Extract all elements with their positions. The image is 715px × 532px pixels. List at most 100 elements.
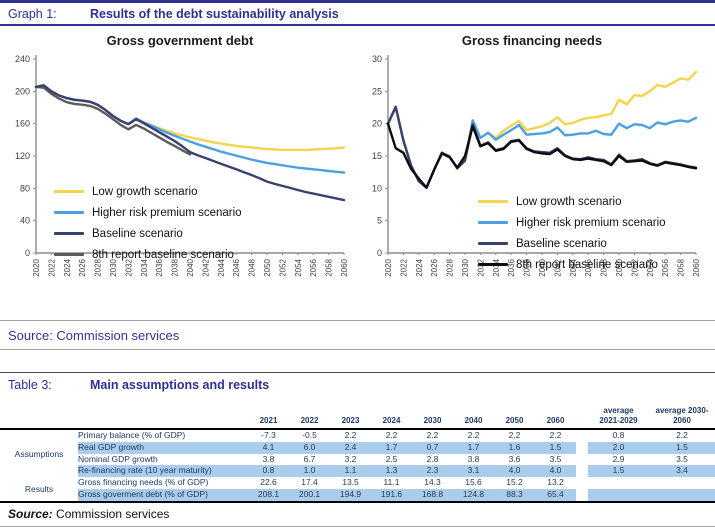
table-cell: 3.8 bbox=[262, 453, 275, 464]
x-tick-label: 2026 bbox=[430, 258, 439, 276]
table-cell: 3.6 bbox=[508, 453, 521, 464]
gap-cell bbox=[576, 429, 588, 442]
table-cell: 15.6 bbox=[465, 477, 482, 488]
table-cell: 1.7 bbox=[371, 441, 412, 454]
table-cell: 0.8 bbox=[248, 465, 289, 478]
graph-title: Results of the debt sustainability analy… bbox=[90, 7, 339, 21]
x-tick-label: 2020 bbox=[384, 258, 393, 276]
gap-cell bbox=[576, 488, 588, 502]
x-tick-label: 2056 bbox=[661, 258, 670, 276]
table-cell: 2.2 bbox=[508, 430, 521, 440]
table-cell: 4.0 bbox=[535, 465, 576, 478]
x-tick-label: 2052 bbox=[278, 258, 287, 276]
x-tick-label: 2036 bbox=[507, 258, 516, 276]
x-tick-label: 2048 bbox=[600, 258, 609, 276]
year-header: 2021 bbox=[248, 406, 289, 430]
legend-item-low-growth-scenario: Low growth scenario bbox=[54, 181, 242, 202]
y-tick-label: 120 bbox=[15, 151, 30, 161]
average-cell: 1.5 bbox=[588, 465, 649, 478]
table-title: Main assumptions and results bbox=[90, 378, 270, 392]
average-cell: 0.8 bbox=[612, 430, 625, 440]
legend-swatch bbox=[54, 253, 84, 256]
chart-gross-government-debt: Gross government debt 0 40 80 120 160 200 240 2… bbox=[4, 31, 356, 304]
group-label-results: Results bbox=[0, 477, 78, 502]
table-cell: 3.8 bbox=[467, 453, 480, 464]
average-header: average 2030- 2060 bbox=[649, 406, 715, 430]
y-tick-label: 10 bbox=[372, 183, 382, 193]
label-header bbox=[78, 406, 248, 430]
table-cell: 2.2 bbox=[467, 430, 480, 440]
year-header: 2024 bbox=[371, 406, 412, 430]
graph-label: Graph 1: bbox=[8, 7, 57, 21]
x-tick-label: 2054 bbox=[646, 258, 655, 276]
row-label: Re-financing rate (10 year maturity) bbox=[78, 465, 248, 478]
table-cell: 14.3 bbox=[424, 477, 441, 488]
chart-title-left: Gross government debt bbox=[106, 33, 254, 48]
x-tick-label: 2044 bbox=[217, 258, 226, 276]
charts-source-block: Source: Commission services bbox=[0, 320, 715, 350]
x-tick-label: 2042 bbox=[553, 258, 562, 276]
x-tick-label: 2032 bbox=[476, 258, 485, 276]
x-tick-label: 2024 bbox=[63, 258, 72, 276]
row-label: Gross financing needs (% of GDP) bbox=[78, 477, 209, 488]
table-cell: 6.0 bbox=[289, 441, 330, 454]
gap-cell bbox=[576, 441, 588, 454]
y-tick-label: 40 bbox=[20, 216, 30, 226]
table-row: Re-financing rate (10 year maturity) 0.8 1… bbox=[0, 465, 715, 478]
y-tick-label: 0 bbox=[377, 248, 382, 258]
gap-cell bbox=[576, 477, 588, 489]
series-line-baseline-scenario bbox=[34, 84, 346, 202]
year-header: 2022 bbox=[289, 406, 330, 430]
chart-legend: Low growth scenario Higher risk premium s… bbox=[54, 181, 242, 265]
table-cell: 2.2 bbox=[385, 430, 398, 440]
table-cell: -7.3 bbox=[261, 430, 276, 440]
y-tick-label: 5 bbox=[377, 216, 382, 226]
chart-svg-gross-government-debt: 0 40 80 120 160 200 240 2020 2022 2024 2026 2028 203… bbox=[15, 54, 349, 277]
row-label: Nominal GDP growth bbox=[78, 453, 158, 464]
table-cell: 4.0 bbox=[494, 465, 535, 478]
table-cell: 3.2 bbox=[344, 453, 357, 464]
x-tick-label: 2036 bbox=[155, 258, 164, 276]
series-line-8th-report-baseline-scenario bbox=[34, 85, 192, 156]
table-cell: 1.5 bbox=[535, 441, 576, 454]
x-tick-label: 2026 bbox=[78, 258, 87, 276]
x-tick-label: 2050 bbox=[615, 258, 624, 276]
table-cell: 2.4 bbox=[330, 441, 371, 454]
x-tick-label: 2050 bbox=[263, 258, 272, 276]
series-line-low-growth-scenario bbox=[34, 84, 346, 152]
legend-item-8th-report-baseline-scenario: 8th report baseline scenario bbox=[478, 254, 666, 275]
year-header: 2050 bbox=[494, 406, 535, 430]
legend-label: Low growth scenario bbox=[92, 185, 198, 198]
corner-header bbox=[0, 406, 78, 430]
average-cell bbox=[588, 477, 649, 489]
table-cell: 2.2 bbox=[549, 430, 562, 440]
legend-swatch bbox=[478, 263, 508, 266]
x-tick-label: 2038 bbox=[523, 258, 532, 276]
table-source-line: Source: Commission services bbox=[0, 503, 715, 523]
table-cell: 124.8 bbox=[453, 488, 494, 502]
average-cell: 1.5 bbox=[649, 441, 715, 454]
x-tick-label: 2058 bbox=[677, 258, 686, 276]
table-cell: 6.7 bbox=[303, 453, 316, 464]
y-tick-label: 30 bbox=[372, 54, 382, 64]
average-cell: 3.4 bbox=[649, 465, 715, 478]
y-tick-label: 200 bbox=[15, 86, 30, 96]
graph-header: Graph 1: Results of the debt sustainabil… bbox=[0, 3, 715, 24]
table-cell: 2.3 bbox=[412, 465, 453, 478]
x-tick-label: 2040 bbox=[538, 258, 547, 276]
legend-label: Low growth scenario bbox=[516, 195, 622, 208]
x-tick-label: 2054 bbox=[294, 258, 303, 276]
table-cell: 4.1 bbox=[248, 441, 289, 454]
x-tick-label: 2034 bbox=[140, 258, 149, 276]
x-tick-label: 2048 bbox=[248, 258, 257, 276]
y-tick-label: 0 bbox=[25, 248, 30, 258]
legend-item-baseline-scenario: Baseline scenario bbox=[478, 233, 666, 254]
x-tick-label: 2052 bbox=[630, 258, 639, 276]
table-cell: 1.3 bbox=[371, 465, 412, 478]
row-label: Real GDP growth bbox=[78, 441, 248, 454]
chart-gross-financing-needs: Gross financing needs 0 5 10 15 20 25 30 2020 20… bbox=[356, 31, 708, 304]
gap-header bbox=[576, 406, 588, 430]
chart-legend: Low growth scenario Higher risk premium s… bbox=[478, 191, 666, 275]
x-tick-label: 2030 bbox=[109, 258, 118, 276]
x-tick-label: 2028 bbox=[94, 258, 103, 276]
